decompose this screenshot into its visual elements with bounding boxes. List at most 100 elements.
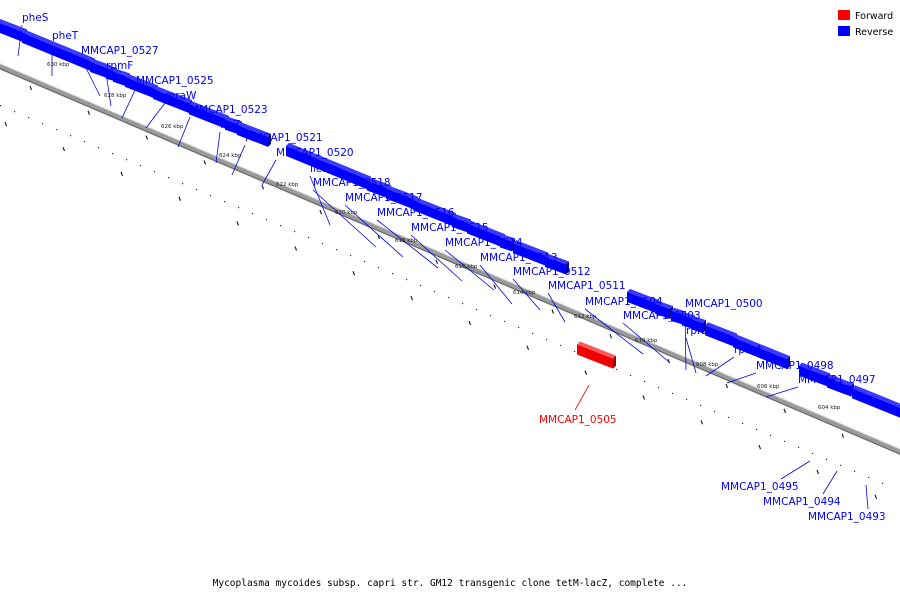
ruler-dot [756, 428, 758, 431]
gene-label-mmcap1_0527: MMCAP1_0527 [81, 45, 159, 57]
gene-label-mmcap1_0525: MMCAP1_0525 [136, 75, 214, 87]
leader-mmcap1_0505 [574, 384, 590, 411]
label-leaders [17, 24, 869, 510]
ruler-dot [854, 470, 856, 473]
leader-mmcap1_0518 [312, 189, 377, 248]
ruler-tick [526, 345, 530, 350]
ruler-dot [630, 374, 632, 377]
legend-swatch-reverse [838, 26, 850, 36]
ruler-dot [616, 368, 618, 371]
ruler-dot [14, 111, 16, 113]
gene-label-mmcap1_0495: MMCAP1_0495 [721, 481, 799, 493]
ruler-dot [518, 326, 520, 329]
ruler-dot [364, 260, 366, 263]
gene-label-mmcap1_0493: MMCAP1_0493 [808, 511, 886, 523]
gene-label-mmcap1_0517: MMCAP1_0517 [345, 192, 423, 204]
ruler-dot [728, 416, 730, 419]
ruler-dot [210, 195, 212, 197]
kbp-label: 622 kbp [276, 182, 299, 188]
ruler-dot [266, 218, 268, 221]
kbp-label: 614 kbp [513, 290, 536, 296]
ruler-dot [196, 189, 198, 191]
ruler-dot [448, 296, 450, 299]
kbp-label: 628 kbp [104, 93, 127, 99]
gene-label-mmcap1_0503: MMCAP1_0503 [623, 310, 701, 322]
ruler-dot [252, 212, 254, 215]
legend: Forward Reverse [838, 10, 893, 38]
ruler-dot [560, 344, 562, 347]
ruler-tick [261, 185, 265, 190]
ruler-dot [98, 147, 100, 149]
ruler-dot [238, 207, 240, 209]
ruler-tick [87, 110, 91, 115]
gene-label-mmcap1_0494: MMCAP1_0494 [763, 496, 841, 508]
ruler-dot [182, 183, 184, 185]
ruler-tick [377, 234, 381, 240]
ruler-dot [392, 272, 394, 275]
ruler-tick [609, 334, 613, 339]
kbp-label: 610 kbp [635, 338, 658, 344]
map-caption: Mycoplasma mycoides subsp. capri str. GM… [213, 578, 688, 589]
gene-label-mmcap1_0514: MMCAP1_0514 [445, 237, 523, 249]
ruler-tick [725, 383, 729, 389]
ruler-dot [798, 446, 800, 449]
leader-mraw [145, 102, 166, 129]
ruler-dot [42, 123, 44, 125]
gene-label-mmcap1_0500: MMCAP1_0500 [685, 298, 763, 310]
ruler-dot [826, 458, 828, 461]
leader-mmcap1_0511 [547, 292, 566, 323]
gene-label-mmcap1_0511: MMCAP1_0511 [548, 280, 626, 292]
ruler-tick [700, 420, 704, 425]
gene-label-mmcap1_0518: MMCAP1_0518 [313, 177, 391, 189]
leader-mmcap1_0523 [177, 116, 191, 148]
gene-label-mmcap1_0523: MMCAP1_0523 [190, 104, 268, 116]
ruler-ticks [0, 85, 884, 500]
ruler-dot [504, 320, 506, 323]
leader-mmcap1_0494 [822, 470, 838, 495]
ruler-dot [0, 105, 2, 107]
ruler-dot [420, 284, 422, 287]
kbp-labels: 630 kbp 628 kbp 626 kbp 624 kbp 622 kbp 620 k… [47, 62, 841, 411]
ruler-tick [493, 284, 497, 289]
ruler-tick [319, 209, 323, 215]
gene-block-0503 [655, 300, 673, 320]
ruler-dot [224, 201, 226, 203]
ruler-tick [667, 358, 671, 364]
gene-label-iles: ileS [310, 163, 329, 175]
ruler-tick [816, 469, 820, 475]
ruler-dot [70, 135, 72, 137]
ruler-dot [476, 308, 478, 311]
gene-label-phet: pheT [52, 30, 79, 42]
ruler-tick [841, 433, 845, 438]
ruler-dot [770, 434, 772, 437]
gene-block-0498 [705, 322, 737, 347]
leader-rplu [685, 337, 697, 374]
leader-mmcap1_0514 [444, 249, 495, 291]
gene-label-mmcap1_0515: MMCAP1_0515 [411, 222, 489, 234]
ruler-dot [644, 380, 646, 383]
kbp-label: 630 kbp [47, 62, 70, 68]
gene-block-0505 [577, 341, 616, 369]
kbp-label: 606 kbp [757, 384, 780, 390]
ruler-dot [714, 410, 716, 413]
ruler-dot [140, 165, 142, 167]
gene-label-rpmf: rpmF [106, 60, 133, 72]
leader-mmcap1_0503 [622, 322, 670, 363]
leader-mmcap1_0517 [344, 204, 404, 258]
ruler-dot [882, 482, 884, 485]
gene-label-rpma: rpmA [734, 344, 763, 356]
ruler-dot [840, 464, 842, 467]
ruler-tick [410, 295, 414, 301]
ruler-dot [112, 153, 114, 155]
gene-features [0, 18, 900, 418]
leader-iles [309, 175, 331, 226]
ruler-tick [236, 221, 240, 226]
ruler-dot [868, 476, 870, 479]
kbp-label: 626 kbp [161, 124, 184, 130]
leader-mmcap1_0497 [765, 386, 799, 398]
ruler-tick [4, 121, 8, 127]
kbp-label: 620 kbp [335, 210, 358, 216]
ruler-dot [378, 266, 380, 269]
gene-label-mmcap1_0520: MMCAP1_0520 [276, 147, 354, 159]
ruler-dot [462, 302, 464, 305]
